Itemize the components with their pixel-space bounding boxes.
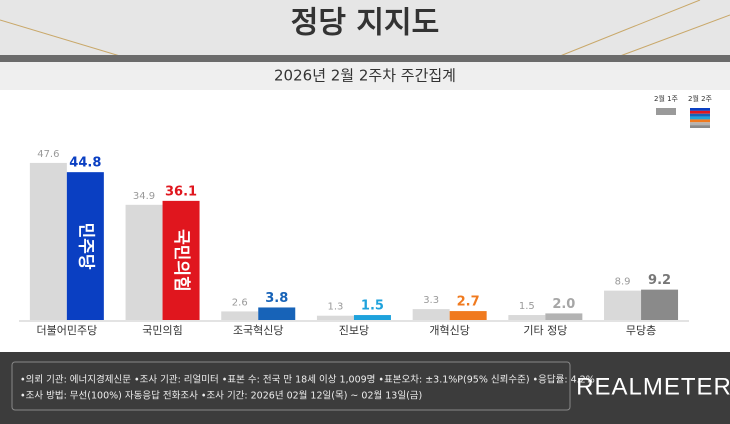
bar	[66, 172, 104, 320]
legend-label: 2월 1주	[654, 94, 679, 103]
footer-note: •조사 방법: 무선(100%) 자동응답 전화조사 •조사 기간: 2026년…	[20, 390, 422, 402]
bar	[125, 204, 163, 320]
legend-swatch	[656, 108, 676, 115]
x-tick-label: 더불어민주당	[36, 324, 97, 337]
data-label: 1.3	[327, 302, 343, 313]
data-label: 2.7	[457, 295, 480, 310]
data-label: 47.6	[37, 149, 59, 160]
notes-box	[11, 361, 571, 411]
bar	[29, 162, 67, 320]
subtitle-band	[0, 62, 730, 90]
divider	[0, 55, 730, 62]
footer	[0, 352, 730, 424]
legend-swatch	[690, 119, 710, 123]
legend-swatch	[690, 125, 710, 128]
decor	[619, 14, 730, 57]
legend-swatch	[690, 108, 710, 111]
x-tick-label: 기타 정당	[523, 324, 567, 337]
legend-swatch	[690, 110, 710, 114]
chart-title: 정당 지지도	[291, 6, 439, 41]
data-label: 9.2	[648, 273, 671, 288]
x-tick-label: 진보당	[339, 324, 369, 337]
data-label: 3.8	[265, 291, 288, 306]
legend-label: 2월 2주	[688, 94, 713, 103]
data-label: 36.1	[165, 184, 197, 199]
bar	[221, 311, 259, 320]
bar	[258, 307, 296, 320]
bar	[545, 313, 583, 320]
logo: REALMETER	[576, 373, 730, 400]
bar	[353, 315, 391, 320]
x-tick-label: 국민의힘	[142, 324, 182, 337]
x-tick-label: 조국혁신당	[233, 324, 284, 337]
bar-logo: 민주당	[75, 223, 95, 270]
bar-logo: 국민의힘	[171, 229, 192, 292]
data-label: 44.8	[69, 156, 101, 171]
title-band	[0, 0, 730, 56]
legend-swatch	[690, 113, 710, 117]
decor	[559, 0, 701, 57]
bar	[162, 200, 200, 320]
subtitle: 2026년 2월 2주차 주간집계	[274, 67, 456, 85]
data-label: 1.5	[519, 301, 535, 312]
bar	[641, 289, 679, 320]
bar	[508, 315, 546, 320]
bar	[412, 309, 450, 320]
footer-note: •의뢰 기관: 에너지경제신문 •조사 기관: 리얼미터 •표본 수: 전국 만…	[20, 374, 595, 386]
bar	[316, 315, 354, 320]
data-label: 34.9	[133, 191, 155, 202]
data-label: 2.0	[552, 297, 575, 312]
data-label: 8.9	[615, 277, 631, 288]
legend-swatch	[690, 122, 710, 126]
x-tick-label: 무당층	[626, 324, 656, 337]
data-label: 1.5	[361, 299, 384, 314]
data-label: 3.3	[423, 295, 439, 306]
bar	[449, 311, 487, 320]
legend-swatch	[690, 116, 710, 120]
decor	[0, 19, 121, 57]
floor	[19, 320, 689, 322]
bar	[604, 290, 642, 320]
x-tick-label: 개혁신당	[429, 324, 469, 337]
data-label: 2.6	[232, 297, 248, 308]
